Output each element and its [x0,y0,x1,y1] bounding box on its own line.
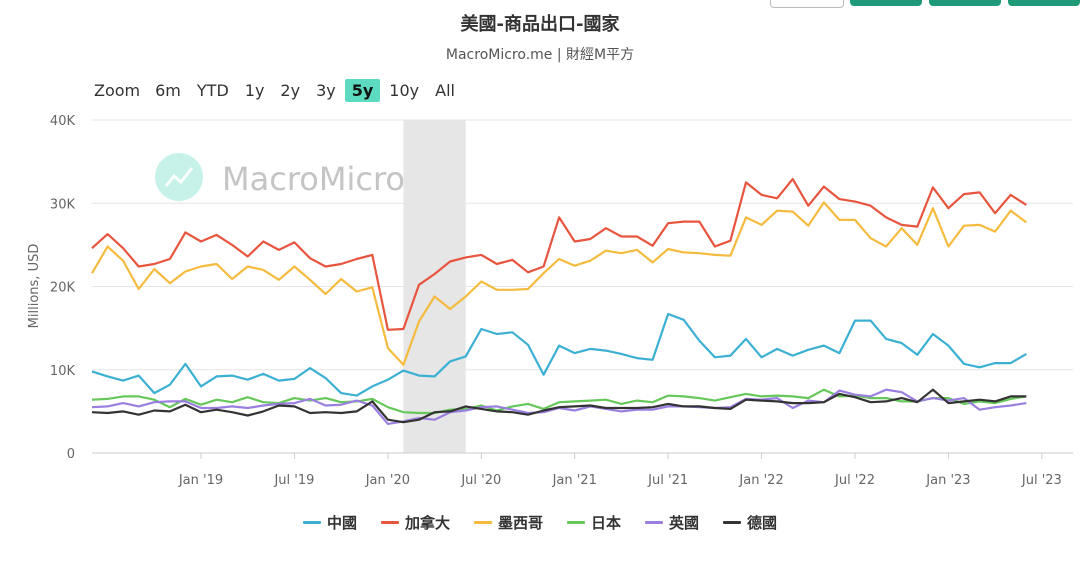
x-tick-label: Jul '20 [460,473,501,488]
zoom-6m-button[interactable]: 6m [155,81,181,100]
legend-item-china[interactable]: 中國 [302,512,357,533]
legend-item-japan[interactable]: 日本 [567,512,621,533]
zoom-2y-button[interactable]: 2y [280,81,301,100]
legend-item-germany[interactable]: 德國 [723,512,777,533]
series-line-china[interactable] [91,312,1027,397]
legend-swatch-china [302,521,321,524]
toolbar-button-3[interactable] [1008,0,1080,6]
line-chart[interactable]: MacroMicro 0 10K 20K 30K 40K Jan '19 Jul '19 Ja… [0,0,1080,500]
x-tick-label: Jan '23 [925,473,970,488]
y-tick-label: 40K [50,114,76,129]
export-menu-button[interactable] [770,0,844,8]
zoom-1y-button[interactable]: 1y [244,81,265,100]
zoom-5y-button[interactable]: 5y [344,79,381,102]
legend-item-canada[interactable]: 加拿大 [380,512,450,533]
zoom-bar: Zoom 6m YTD 1y 2y 3y 5y 10y All [94,79,464,102]
y-tick-label: 10K [50,364,76,379]
legend-item-uk[interactable]: 英國 [645,512,699,533]
x-tick-label: Jan '19 [178,473,223,488]
x-tick-label: Jul '22 [834,473,875,488]
legend-swatch-germany [723,521,742,524]
y-tick-label: 30K [50,197,76,212]
zoom-3y-button[interactable]: 3y [316,81,336,100]
legend-label-germany: 德國 [747,514,778,532]
zoom-ytd-button[interactable]: YTD [196,81,229,100]
x-tick-label: Jul '19 [273,473,314,488]
chart-legend: 中國 加拿大 墨西哥 日本 英國 德國 [0,512,1080,533]
y-tick-label: 0 [67,447,75,462]
toolbar-button-1[interactable] [850,0,922,6]
series-line-mexico[interactable] [91,201,1027,366]
zoom-label: Zoom [94,81,141,100]
x-tick-label: Jan '20 [365,473,410,488]
watermark-text: MacroMicro [222,160,405,198]
chart-subtitle: MacroMicro.me | 財經M平方 [445,47,635,63]
watermark-logo-icon [155,153,203,201]
zoom-all-button[interactable]: All [435,81,455,100]
legend-item-mexico[interactable]: 墨西哥 [473,512,543,533]
x-tick-label: Jul '21 [647,473,688,488]
legend-label-china: 中國 [326,514,357,532]
y-tick-label: 20K [50,281,76,296]
y-axis-label: Millions, USD [27,244,42,329]
legend-label-canada: 加拿大 [404,514,450,532]
x-tick-label: Jan '22 [738,473,783,488]
legend-swatch-canada [380,521,399,524]
macromicro-watermark: MacroMicro [155,153,405,201]
x-tick-label: Jul '23 [1021,473,1062,488]
series-line-canada[interactable] [91,178,1027,331]
series-line-germany[interactable] [91,388,1027,424]
chart-title: 美國-商品出口-國家 [460,14,620,35]
legend-label-japan: 日本 [591,514,622,532]
legend-swatch-mexico [473,521,492,524]
legend-swatch-uk [645,521,664,524]
series-line-japan[interactable] [91,388,1027,415]
legend-swatch-japan [567,521,585,524]
toolbar-button-2[interactable] [929,0,1001,6]
legend-label-uk: 英國 [669,514,700,532]
zoom-10y-button[interactable]: 10y [389,81,420,100]
legend-label-mexico: 墨西哥 [497,514,543,532]
x-tick-label: Jan '21 [552,473,597,488]
